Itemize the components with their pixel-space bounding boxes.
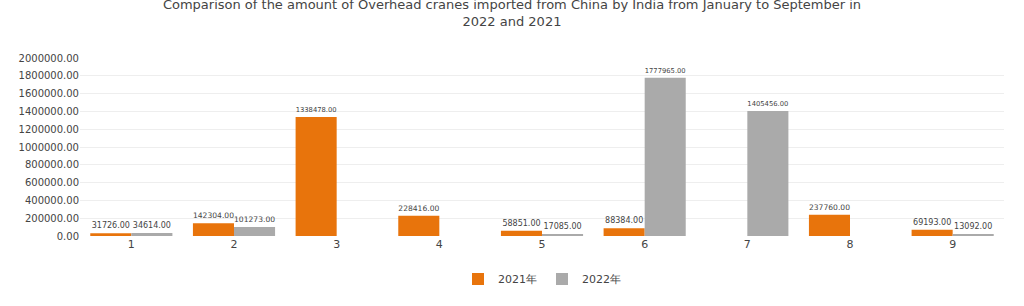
svg-text:8: 8 (847, 238, 854, 251)
svg-text:6: 6 (641, 238, 648, 251)
svg-text:800000.00: 800000.00 (25, 159, 79, 170)
svg-text:1000000.00: 1000000.00 (19, 142, 79, 153)
svg-text:237760.00: 237760.00 (809, 203, 850, 212)
svg-text:1400000.00: 1400000.00 (19, 106, 79, 117)
svg-text:400000.00: 400000.00 (25, 195, 79, 206)
svg-text:88384.00: 88384.00 (605, 216, 643, 225)
svg-text:5: 5 (539, 238, 546, 251)
svg-text:1600000.00: 1600000.00 (19, 88, 79, 99)
svg-text:600000.00: 600000.00 (25, 177, 79, 188)
svg-text:101273.00: 101273.00 (234, 215, 275, 224)
svg-text:4: 4 (436, 238, 443, 251)
svg-text:7: 7 (744, 238, 751, 251)
svg-text:34614.00: 34614.00 (133, 221, 171, 230)
svg-text:1777965.00: 1777965.00 (645, 67, 686, 75)
svg-text:1800000.00: 1800000.00 (19, 70, 79, 81)
svg-text:1: 1 (128, 238, 135, 251)
svg-text:228416.00: 228416.00 (398, 204, 439, 213)
svg-text:9: 9 (949, 238, 956, 251)
svg-text:2021年: 2021年 (498, 273, 537, 286)
svg-text:17085.00: 17085.00 (543, 222, 581, 231)
svg-text:1200000.00: 1200000.00 (19, 124, 79, 135)
svg-text:1338478.00: 1338478.00 (296, 106, 337, 114)
svg-text:3: 3 (333, 238, 340, 251)
svg-text:Comparison of the amount of Ov: Comparison of the amount of Overhead cra… (163, 0, 861, 29)
svg-text:200000.00: 200000.00 (25, 213, 79, 224)
svg-text:2022年: 2022年 (582, 273, 621, 286)
svg-text:2: 2 (231, 238, 238, 251)
svg-text:31726.00: 31726.00 (92, 221, 130, 230)
svg-text:142304.00: 142304.00 (193, 211, 234, 220)
svg-text:2000000.00: 2000000.00 (19, 53, 79, 64)
svg-text:0.00: 0.00 (57, 231, 79, 242)
svg-text:13092.00: 13092.00 (954, 222, 992, 231)
svg-text:1405456.00: 1405456.00 (747, 100, 788, 108)
svg-text:69193.00: 69193.00 (913, 218, 951, 227)
svg-text:58851.00: 58851.00 (502, 219, 540, 228)
